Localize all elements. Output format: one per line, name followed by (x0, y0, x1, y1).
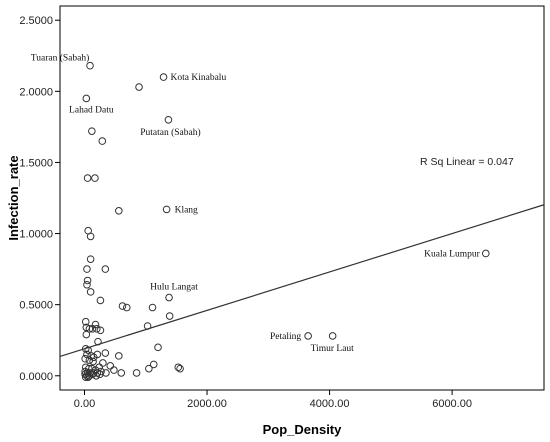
data-point (101, 265, 110, 273)
points-layer (81, 61, 490, 382)
data-point (83, 371, 91, 380)
data-point (122, 303, 131, 312)
point-label: Timur Laut (311, 344, 355, 354)
data-point (176, 364, 184, 373)
data-point (83, 280, 91, 289)
data-point (164, 115, 173, 124)
data-point (82, 330, 91, 339)
data-point (92, 371, 100, 380)
y-tick-label: 1.0000 (19, 229, 53, 241)
data-point (89, 357, 97, 366)
data-point (81, 317, 90, 326)
point-label: Klang (175, 205, 198, 215)
fit-line-layer (59, 204, 545, 358)
data-point (86, 288, 95, 296)
x-tick-label: 0.00 (74, 398, 95, 410)
data-point (81, 373, 90, 382)
point-label: Tuaran (Sabah) (31, 53, 89, 64)
data-point (118, 302, 127, 310)
point-labels-layer: Tuaran (Sabah) Kota Kinabalu Lahad Datu Put… (31, 53, 481, 354)
data-point (86, 61, 94, 70)
data-point (159, 73, 168, 81)
point-label: Hulu Langat (150, 283, 198, 293)
data-point (162, 205, 171, 214)
data-point (328, 332, 337, 340)
data-point (149, 360, 158, 369)
x-tick-label: 4000.00 (310, 398, 350, 410)
data-point (85, 356, 94, 364)
point-label: Lahad Datu (69, 105, 114, 115)
data-point (84, 346, 92, 354)
linear-fit-line (59, 204, 545, 358)
y-tick-label: 2.0000 (19, 86, 53, 98)
y-axis-ticks: 0.0000 0.5000 1.0000 1.5000 2.0000 2.5000 (19, 15, 60, 383)
data-point (99, 359, 107, 367)
data-point (154, 343, 162, 352)
x-tick-label: 2000.00 (187, 398, 227, 410)
data-point (88, 127, 96, 135)
data-point (135, 83, 143, 91)
data-point (83, 265, 91, 273)
data-point (174, 363, 183, 372)
data-point (304, 332, 312, 340)
point-label: Kuala Lumpur (424, 249, 481, 259)
data-point (85, 325, 94, 333)
data-point (96, 370, 104, 379)
y-tick-label: 1.5000 (19, 157, 53, 169)
data-point (165, 293, 173, 302)
plot-area (59, 5, 545, 391)
y-tick-label: 0.5000 (19, 300, 53, 312)
x-axis-title: Pop_Density (263, 422, 343, 437)
data-point (83, 174, 92, 182)
data-point (88, 364, 96, 373)
data-point (93, 350, 102, 359)
data-point (91, 174, 99, 182)
point-label: Putatan (Sabah) (140, 127, 200, 138)
data-point (83, 276, 92, 285)
data-point (86, 232, 95, 241)
data-point (165, 312, 174, 320)
data-point (110, 366, 118, 374)
data-point (115, 352, 123, 360)
data-point (96, 326, 105, 335)
data-point (92, 325, 101, 333)
x-tick-label: 6000.00 (432, 398, 472, 410)
data-point (88, 325, 97, 333)
data-point (86, 255, 95, 263)
point-label: Petaling (270, 332, 301, 342)
data-point (84, 373, 92, 382)
data-point (148, 303, 157, 312)
x-axis-ticks: 0.00 2000.00 4000.00 6000.00 (74, 390, 472, 410)
data-point (106, 362, 115, 370)
data-point (117, 369, 126, 377)
data-point (94, 337, 102, 346)
data-point (132, 369, 141, 377)
point-label: Kota Kinabalu (171, 73, 227, 83)
y-axis-title: Infection_rate (6, 155, 21, 240)
data-point (96, 296, 105, 305)
data-point (101, 349, 110, 357)
data-point (98, 137, 107, 145)
y-tick-label: 2.5000 (19, 15, 53, 27)
y-tick-label: 0.0000 (19, 371, 53, 383)
data-point (143, 322, 152, 330)
data-point (82, 94, 91, 103)
data-point (481, 249, 490, 258)
data-point (145, 364, 153, 373)
r-squared-label: R Sq Linear = 0.047 (420, 156, 514, 168)
data-point (115, 207, 123, 215)
data-point (81, 354, 89, 363)
